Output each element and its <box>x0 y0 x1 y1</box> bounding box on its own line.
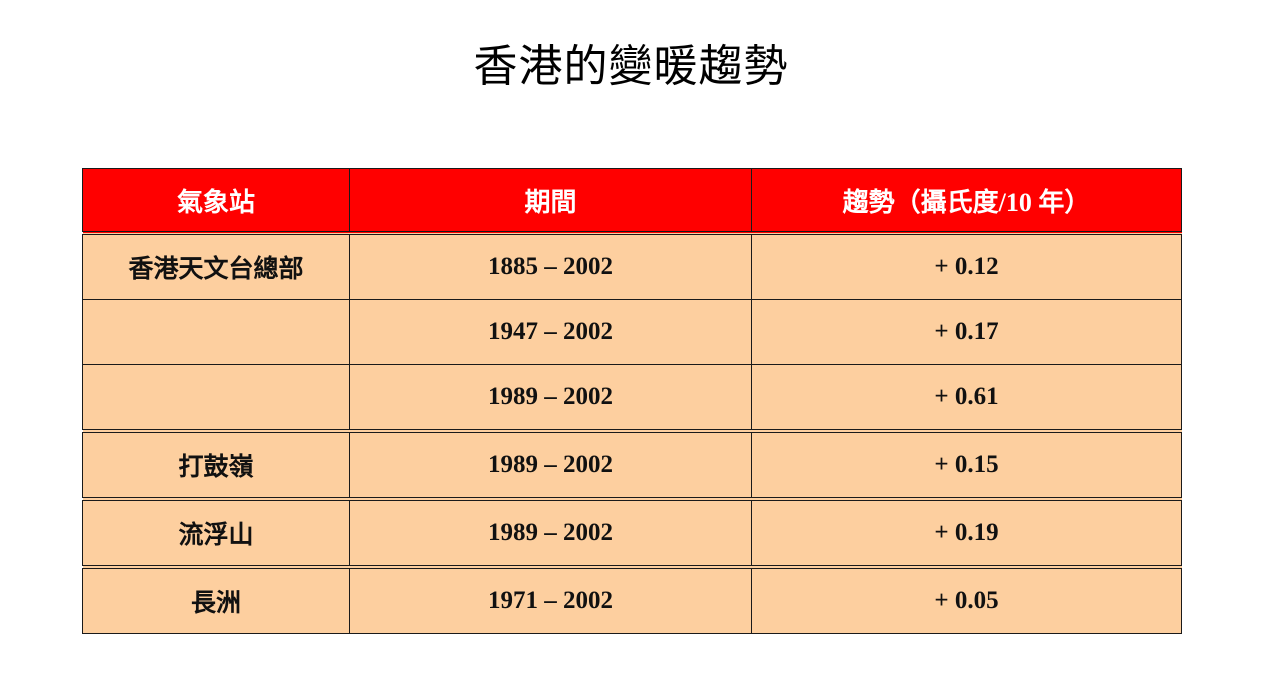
trend-cell: + 0.12 <box>751 232 1182 300</box>
station-cell: 長洲 <box>82 565 350 634</box>
trend-cell: + 0.15 <box>751 429 1182 500</box>
station-cell: 香港天文台總部 <box>82 232 350 300</box>
period-cell: 1947 – 2002 <box>349 299 752 365</box>
table-row: 香港天文台總部 1885 – 2002 + 0.12 <box>82 232 1182 300</box>
period-cell: 1989 – 2002 <box>349 364 752 432</box>
trend-cell: + 0.05 <box>751 565 1182 634</box>
station-cell: 打鼓嶺 <box>82 429 350 500</box>
trend-cell: + 0.61 <box>751 364 1182 432</box>
trend-cell: + 0.17 <box>751 299 1182 365</box>
station-cell: 流浮山 <box>82 497 350 568</box>
table-header-row: 氣象站 期間 趨勢（攝氏度/10 年） <box>82 168 1182 235</box>
trend-cell: + 0.19 <box>751 497 1182 568</box>
table-row: 長洲 1971 – 2002 + 0.05 <box>82 565 1182 634</box>
period-cell: 1989 – 2002 <box>349 429 752 500</box>
warming-trend-table: 氣象站 期間 趨勢（攝氏度/10 年） 香港天文台總部 1885 – 2002 … <box>82 168 1182 634</box>
table-row: 1989 – 2002 + 0.61 <box>82 364 1182 432</box>
column-header-period: 期間 <box>349 168 752 235</box>
table-row: 1947 – 2002 + 0.17 <box>82 299 1182 365</box>
station-cell <box>82 299 350 365</box>
table-row: 流浮山 1989 – 2002 + 0.19 <box>82 497 1182 568</box>
page-title: 香港的變暖趨勢 <box>473 41 789 92</box>
station-cell <box>82 364 350 432</box>
table-row: 打鼓嶺 1989 – 2002 + 0.15 <box>82 429 1182 500</box>
period-cell: 1885 – 2002 <box>349 232 752 300</box>
period-cell: 1971 – 2002 <box>349 565 752 634</box>
period-cell: 1989 – 2002 <box>349 497 752 568</box>
column-header-trend: 趨勢（攝氏度/10 年） <box>751 168 1182 235</box>
column-header-station: 氣象站 <box>82 168 350 235</box>
